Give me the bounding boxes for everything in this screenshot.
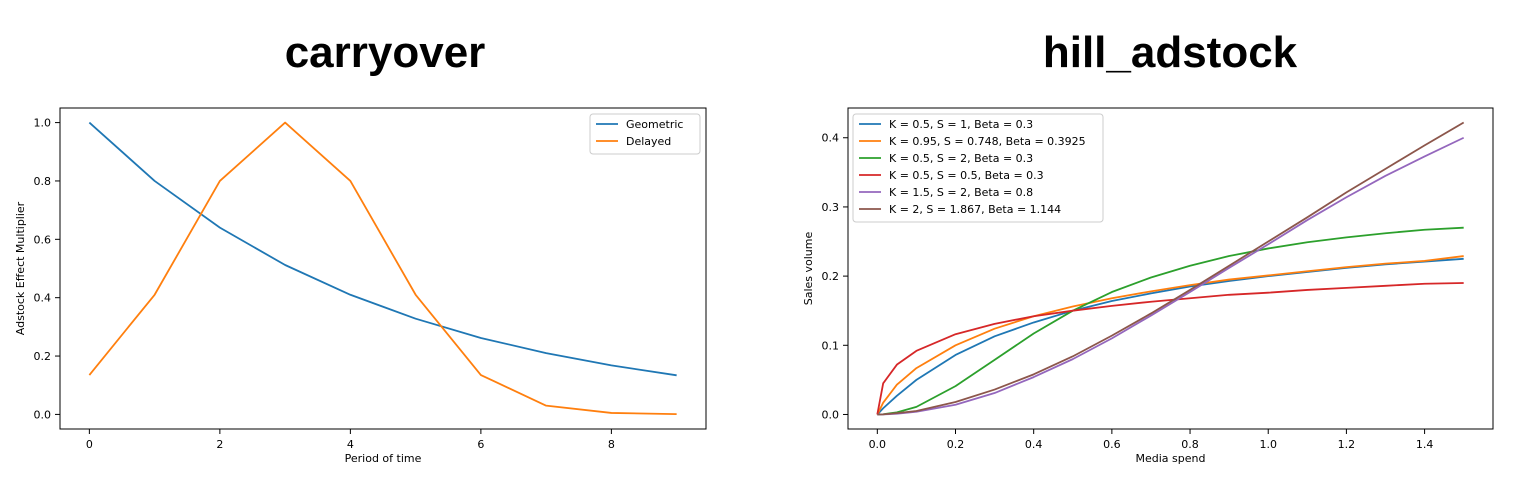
hill-series-line-1: [876, 255, 1464, 415]
hill-series-line-0: [876, 257, 1464, 416]
hill-legend-label-3: K = 0.5, S = 0.5, Beta = 0.3: [889, 169, 1044, 182]
hill-series-line-3: [876, 282, 1464, 415]
carryover-series-line-1: [88, 121, 677, 416]
chart-title-hill-adstock: hill_adstock: [1042, 28, 1298, 77]
carryover-y-tick-label: 0.6: [34, 233, 52, 246]
carryover-y-axis-label: Adstock Effect Multiplier: [14, 201, 27, 335]
carryover-legend-label-0: Geometric: [626, 118, 683, 131]
hill-legend-label-5: K = 2, S = 1.867, Beta = 1.144: [889, 203, 1061, 216]
hill-series-line-2: [877, 226, 1464, 416]
hill-series-line-5: [877, 121, 1465, 416]
hill-x-tick-label: 0.6: [1103, 438, 1121, 451]
hill-y-tick-label: 0.2: [822, 270, 840, 283]
carryover-y-tick-label: 0.2: [34, 350, 52, 363]
hill-x-tick-label: 0.8: [1181, 438, 1199, 451]
hill-legend-label-4: K = 1.5, S = 2, Beta = 0.8: [889, 186, 1033, 199]
carryover-series-line-0: [88, 121, 677, 377]
carryover-y-tick-label: 0.8: [34, 175, 52, 188]
hill-y-tick-label: 0.0: [822, 408, 840, 421]
hill-x-tick-label: 0.2: [947, 438, 965, 451]
carryover-x-tick-label: 8: [608, 438, 615, 451]
hill-plot-frame: [847, 107, 1494, 430]
chart-title-carryover: carryover: [284, 28, 486, 77]
hill-x-tick-label: 1.0: [1259, 438, 1277, 451]
hill-x-tick-label: 0.0: [869, 438, 887, 451]
carryover-x-tick-label: 0: [86, 438, 93, 451]
hill-y-tick-label: 0.1: [822, 339, 840, 352]
carryover-y-tick-label: 0.0: [34, 408, 52, 421]
hill-x-tick-label: 0.4: [1025, 438, 1043, 451]
carryover-x-tick-label: 4: [347, 438, 354, 451]
hill-legend-label-2: K = 0.5, S = 2, Beta = 0.3: [889, 152, 1033, 165]
hill-legend-label-0: K = 0.5, S = 1, Beta = 0.3: [889, 118, 1033, 131]
hill-x-tick-label: 1.4: [1416, 438, 1434, 451]
carryover-x-tick-label: 2: [216, 438, 223, 451]
hill-legend-box: [852, 113, 1104, 223]
hill-x-tick-label: 1.2: [1338, 438, 1356, 451]
carryover-plot-frame: [59, 107, 707, 430]
hill-legend-label-1: K = 0.95, S = 0.748, Beta = 0.3925: [889, 135, 1086, 148]
hill-y-tick-label: 0.4: [822, 132, 840, 145]
hill-x-axis-label: Media spend: [1136, 452, 1206, 465]
hill-y-axis-label: Sales volume: [802, 232, 815, 306]
carryover-legend-label-1: Delayed: [626, 135, 671, 148]
hill-y-tick-label: 0.3: [822, 201, 840, 214]
carryover-y-tick-label: 1.0: [34, 117, 52, 130]
carryover-x-axis-label: Period of time: [345, 452, 422, 465]
carryover-y-tick-label: 0.4: [34, 292, 52, 305]
carryover-x-tick-label: 6: [477, 438, 484, 451]
